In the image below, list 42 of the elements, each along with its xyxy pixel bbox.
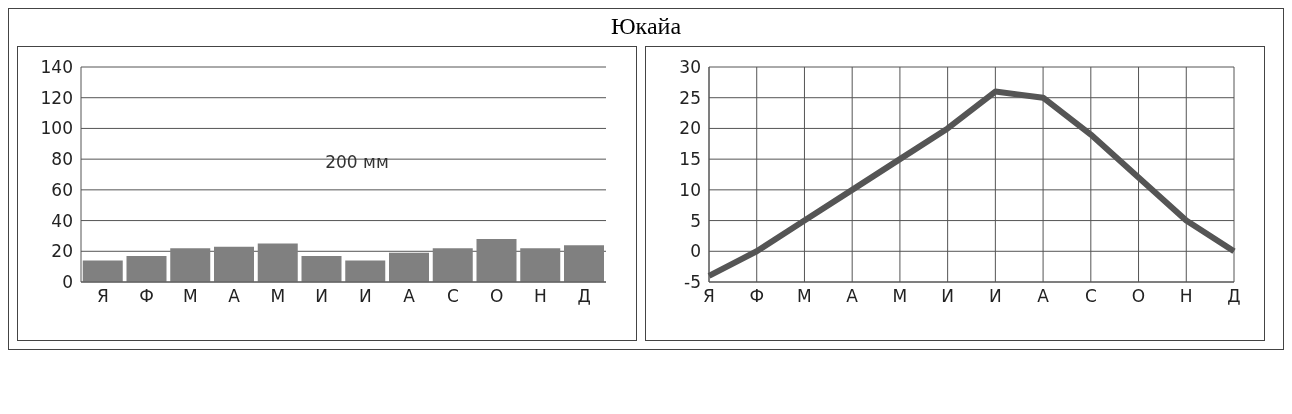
x-tick-label: Н [1179, 286, 1193, 307]
y-tick-label: 40 [51, 210, 73, 231]
y-tick-label: 25 [679, 87, 701, 108]
y-tick-label: 120 [40, 87, 73, 108]
x-tick-label: А [1037, 286, 1050, 307]
y-tick-label: 0 [690, 241, 701, 262]
x-tick-label: Д [1227, 286, 1241, 307]
y-tick-label: 0 [62, 272, 73, 293]
x-tick-label: Ф [749, 286, 765, 307]
x-tick-label: А [403, 286, 416, 307]
y-tick-label: 20 [679, 118, 701, 139]
y-tick-label: 20 [51, 241, 73, 262]
x-tick-label: Ф [139, 286, 154, 307]
x-tick-label: М [892, 286, 908, 307]
x-tick-label: И [941, 286, 954, 307]
x-tick-label: Д [577, 286, 591, 307]
y-tick-label: 140 [40, 57, 73, 78]
annotation: 200 мм [325, 152, 389, 172]
y-tick-label: 60 [51, 179, 73, 200]
x-tick-label: М [270, 286, 286, 307]
x-tick-label: Н [533, 286, 547, 307]
x-tick-label: И [989, 286, 1002, 307]
x-tick-label: С [1084, 286, 1097, 307]
x-tick-label: О [489, 286, 504, 307]
x-tick-label: И [359, 286, 372, 307]
y-tick-label: 30 [679, 57, 701, 78]
x-tick-label: А [228, 286, 241, 307]
x-tick-label: М [183, 286, 198, 307]
chart-title: Юкайа [609, 13, 683, 40]
x-tick-label: М [797, 286, 812, 307]
y-tick-label: 10 [679, 179, 701, 200]
y-tick-label: -5 [684, 272, 701, 293]
y-tick-label: 100 [40, 118, 73, 139]
y-tick-label: 5 [690, 210, 701, 231]
x-tick-label: С [446, 286, 459, 307]
x-tick-label: А [846, 286, 859, 307]
x-tick-label: Я [703, 286, 715, 307]
y-tick-label: 80 [51, 149, 73, 170]
x-tick-label: Я [96, 286, 109, 307]
y-tick-label: 15 [679, 149, 701, 170]
x-tick-label: О [1131, 286, 1146, 307]
x-tick-label: И [315, 286, 328, 307]
